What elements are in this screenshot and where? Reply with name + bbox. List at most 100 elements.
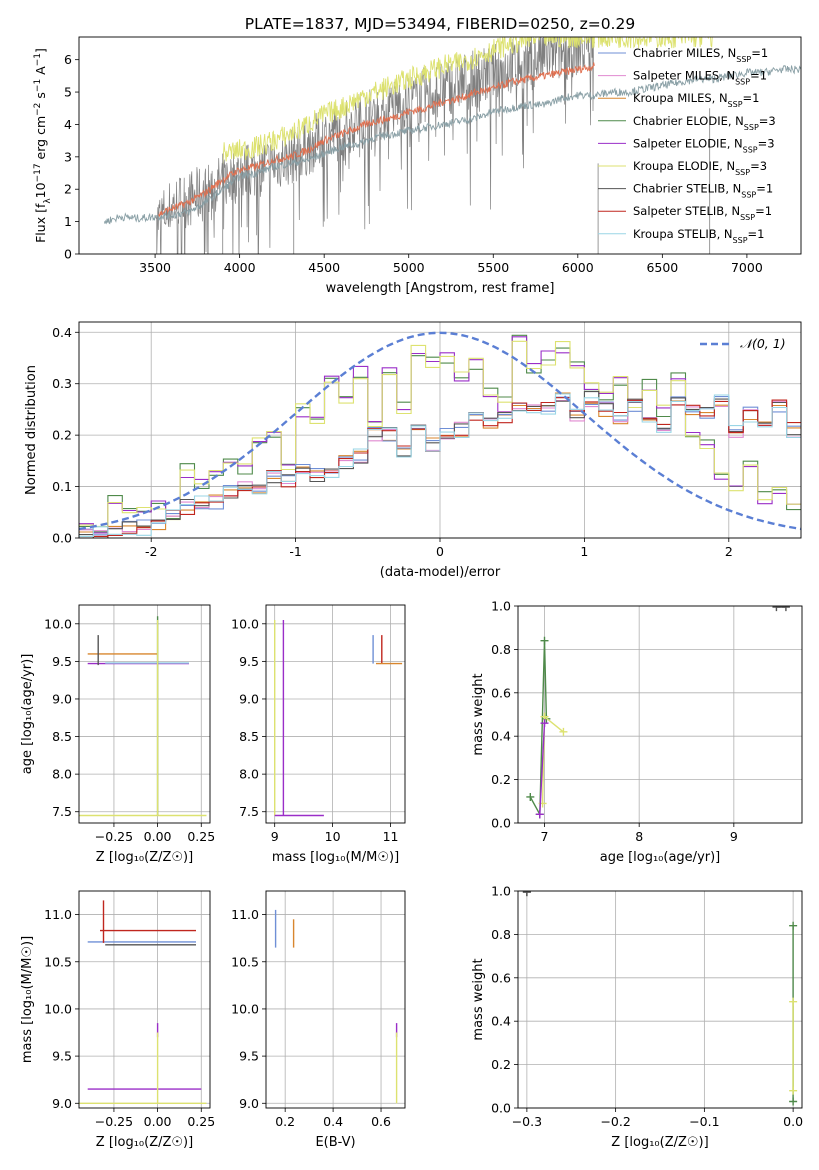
legend-label-sub: SSP [735,77,750,86]
weight_vs_age-ytick-label: 0.4 [491,729,511,744]
spectrum-ylabel-part: −1 [33,53,43,66]
spectrum-xtick-label: 5000 [393,260,425,275]
legend-label-base: Salpeter ELODIE, N [633,136,743,150]
age_vs_mass-ytick-label: 8.0 [239,767,259,782]
legend-label-base: Kroupa MILES, N [633,91,728,105]
residual-hist-8 [79,393,801,537]
spectrum-ylabel-part: −2 [33,103,43,116]
mass_vs_Z-xtick-label: 0.25 [187,1114,215,1129]
legend-label-base: Kroupa ELODIE, N [633,159,735,173]
age_vs_mass-xtick-label: 10 [325,829,341,844]
spectrum-ylabel-part: erg cm [33,116,48,164]
gaussian-legend-label: 𝒩(0, 1) [740,336,786,351]
spectrum-series-0 [156,37,595,254]
spectrum-ytick-label: 0 [64,247,72,262]
spectrum-ytick-label: 3 [64,149,72,164]
age_vs_Z-ytick-label: 9.0 [52,691,72,706]
residuals-ytick-label: 0.0 [52,531,72,546]
legend-label-sub: SSP [728,100,743,109]
age_vs_Z-xtick-label: 0.25 [187,829,215,844]
weight_vs_Z-xtick-label: −0.1 [689,1114,719,1129]
legend-label: Kroupa STELIB, NSSP=1 [633,227,764,245]
legend-label-tail: =3 [758,136,775,150]
weight_vs_age-plot [526,606,790,819]
mass_vs_ebv-ytick-label: 9.0 [239,1096,259,1111]
weight_vs_Z-ytick-label: 0.2 [491,1057,511,1072]
legend-label-base: Salpeter MILES, N [633,69,735,83]
legend-label: Kroupa ELODIE, NSSP=3 [633,159,767,177]
legend-label: Kroupa MILES, NSSP=1 [633,91,759,109]
weight_vs_Z-ytick-label: 0.6 [491,970,511,985]
age_vs_mass-ytick-label: 10.0 [231,616,259,631]
age_vs_mass-ytick-label: 8.5 [239,729,259,744]
age_vs_Z-ytick-label: 10.0 [44,616,72,631]
mass_vs_Z-plot [79,900,207,1104]
weight_vs_Z-marker [522,891,531,897]
spectrum-ytick-label: 4 [64,117,72,132]
residuals-ylabel: Normed distribution [24,365,39,495]
gaussian-curve [79,331,801,531]
age_vs_mass-ytick-label: 9.5 [239,654,259,669]
spectrum-ylabel-part: A [33,66,48,79]
weight_vs_age-xtick-label: 8 [635,829,643,844]
mass_vs_ebv-plot [274,909,398,1104]
weight_vs_Z-ytick-label: 1.0 [491,884,511,899]
weight_vs_Z-ytick-label: 0.8 [491,927,511,942]
spectrum-ylabel-part: 10 [33,182,48,198]
weight_vs_Z-marker [789,1086,798,1095]
residuals-frame [78,321,802,539]
legend-label: Chabrier ELODIE, NSSP=3 [633,114,776,132]
weight_vs_age-ytick-label: 1.0 [491,599,511,614]
residual-hist-2 [79,340,801,527]
legend-label: Salpeter MILES, NSSP=1 [633,69,767,87]
residuals-xtick-label: 0 [436,544,444,559]
spectrum-axes: 3500 4000 4500 5000 5500 6000 6500 7000 0 1 2 3 4 5 6 w… [64,36,802,296]
legend-label-tail: =1 [750,69,767,83]
weight_vs_Z-ylabel: mass weight [471,958,486,1040]
legend-label-base: Kroupa STELIB, N [633,227,733,241]
residuals-axes: -2 -1 0 1 2 0.0 0.1 0.2 0.3 0.4 (data-model)/error… [24,321,802,580]
weight_vs_age-xtick-label: 9 [730,829,738,844]
mass_vs_ebv-xtick-label: 0.4 [323,1114,343,1129]
spectrum-xtick-label: 5500 [477,260,509,275]
age_vs_mass-frame [265,604,406,824]
spectrum-ylabel-part: −1 [33,79,43,92]
weight_vs_age-marker [526,792,535,801]
mass_vs_Z-ylabel: mass [log₁₀(M/M☉)] [20,936,35,1063]
legend-label-tail: =1 [756,182,773,196]
legend-label-tail: =3 [759,114,776,128]
residuals-xtick-label: -2 [145,544,157,559]
legend-label-tail: =1 [743,91,760,105]
mass_vs_Z-ytick-label: 10.0 [44,1001,72,1016]
age_vs_Z-ytick-label: 7.5 [52,804,72,819]
age_vs_mass-axes: 9 10 11 7.5 8.0 8.5 9.0 9.5 10.0 mass [log₁₀(M/M☉… [231,604,406,865]
age_vs_Z-frame [78,604,211,824]
spectrum-series-1 [156,62,595,219]
residuals-ytick-label: 0.3 [52,376,72,391]
figure-title: PLATE=1837, MJD=53494, FIBERID=0250, z=0… [245,15,635,33]
residuals-plot [79,331,801,538]
mass_vs_ebv-axes: 0.2 0.4 0.6 9.0 9.5 10.0 10.5 11.0 E(B-V) [231,890,406,1150]
age_vs_Z-ylabel: age [log₁₀(age/yr)] [20,654,35,775]
age_vs_Z-ytick-label: 8.0 [52,767,72,782]
weight_vs_age-series-0 [529,640,548,817]
legend-label: Salpeter ELODIE, NSSP=3 [633,136,775,154]
spectrum-ylabel-part: −17 [33,163,43,182]
weight_vs_Z-marker [789,1097,798,1106]
spectrum-ylabel-part: Flux [f [33,203,48,243]
legend-label: Salpeter STELIB, NSSP=1 [633,204,772,222]
legend-label-sub: SSP [735,168,750,177]
spectrum-ylabel-part: ] [33,48,48,53]
age_vs_Z-xlabel: Z [log₁₀(Z/Z☉)] [96,850,193,865]
mass_vs_Z-axes: −0.25 0.00 0.25 9.0 9.5 10.0 10.5 11.0 Z [log₁₀(… [20,890,215,1150]
age_vs_mass-plot [274,620,403,817]
weight_vs_Z-ytick-label: 0.4 [491,1014,511,1029]
age_vs_Z-axes: −0.25 0.00 0.25 7.5 8.0 8.5 9.0 9.5 10.0 Z [log₁₀… [20,604,215,865]
weight_vs_age-marker [559,727,568,736]
weight_vs_Z-frame [517,890,803,1109]
mass_vs_ebv-ytick-label: 10.5 [231,954,259,969]
mass_vs_ebv-xtick-label: 0.2 [275,1114,295,1129]
mass_vs_ebv-ytick-label: 10.0 [231,1001,259,1016]
weight_vs_Z-marker [789,921,798,930]
